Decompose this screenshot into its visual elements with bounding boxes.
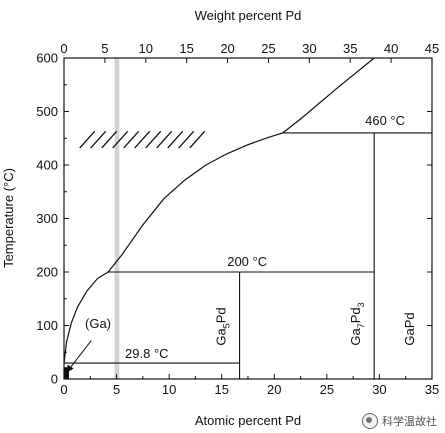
x-axis-label: Atomic percent Pd bbox=[195, 413, 301, 428]
watermark: 科学温故社 bbox=[362, 413, 437, 429]
x-tick-label: 10 bbox=[162, 382, 176, 397]
x-tick-label: 30 bbox=[372, 382, 386, 397]
y-tick-label: 200 bbox=[36, 265, 58, 280]
y-axis-label: Temperature (°C) bbox=[1, 168, 16, 268]
y-tick-label: 0 bbox=[51, 372, 58, 387]
hatch-stroke bbox=[90, 130, 107, 149]
x2-tick-label: 40 bbox=[384, 41, 398, 56]
x2-tick-label: 25 bbox=[261, 41, 275, 56]
chart-labels: 460 °C 200 °C 29.8 °C Ga5Pd Ga7Pd3 GaPd (Ga) bbox=[85, 113, 417, 361]
x2-tick-label: 45 bbox=[425, 41, 439, 56]
hatched-region bbox=[79, 130, 206, 149]
annotation-arrow bbox=[69, 340, 92, 369]
hatch-stroke bbox=[189, 130, 206, 149]
x2-tick-label: 35 bbox=[343, 41, 357, 56]
axis-ticks: 0 5 10 15 20 25 30 35 0 5 10 15 20 25 30 35 40 45 0 100 200 3… bbox=[36, 41, 439, 397]
phase-lines bbox=[63, 57, 432, 379]
x-tick-label: 0 bbox=[60, 382, 67, 397]
hatch-stroke bbox=[79, 130, 96, 149]
phase-label: Ga5Pd bbox=[214, 307, 232, 345]
annotation-label: (Ga) bbox=[85, 316, 111, 331]
isotherm-label: 29.8 °C bbox=[125, 346, 169, 361]
highlight-band-rect bbox=[114, 58, 120, 379]
hatch-stroke bbox=[123, 130, 140, 149]
hatch-stroke bbox=[145, 130, 162, 149]
y-tick-label: 600 bbox=[36, 51, 58, 66]
ga-phase-region bbox=[64, 367, 69, 379]
hatch-stroke bbox=[112, 130, 129, 149]
isotherm-label: 200 °C bbox=[227, 254, 267, 269]
hatch-stroke bbox=[134, 130, 151, 149]
x2-tick-label: 30 bbox=[302, 41, 316, 56]
hatch-stroke bbox=[101, 130, 118, 149]
phase-label: GaPd bbox=[402, 312, 417, 345]
y-tick-label: 500 bbox=[36, 104, 58, 119]
isotherm-label: 460 °C bbox=[365, 113, 405, 128]
y-tick-label: 400 bbox=[36, 158, 58, 173]
x2-tick-label: 0 bbox=[60, 41, 67, 56]
wechat-icon bbox=[362, 413, 378, 429]
x-tick-label: 25 bbox=[320, 382, 334, 397]
y-tick-label: 300 bbox=[36, 211, 58, 226]
highlight-band bbox=[114, 58, 120, 379]
x-tick-label: 35 bbox=[425, 382, 439, 397]
y-tick-label: 100 bbox=[36, 318, 58, 333]
x2-tick-label: 10 bbox=[139, 41, 153, 56]
x-tick-label: 5 bbox=[113, 382, 120, 397]
hatch-stroke bbox=[167, 130, 184, 149]
x-tick-label: 20 bbox=[267, 382, 281, 397]
x2-tick-label: 20 bbox=[220, 41, 234, 56]
x2-tick-label: 15 bbox=[179, 41, 193, 56]
hatch-stroke bbox=[156, 130, 173, 149]
x2-tick-label: 5 bbox=[101, 41, 108, 56]
phase-label: Ga7Pd3 bbox=[348, 302, 366, 345]
x-tick-label: 15 bbox=[214, 382, 228, 397]
watermark-text: 科学温故社 bbox=[382, 415, 437, 428]
top-axis-label: Weight percent Pd bbox=[195, 8, 302, 23]
hatch-stroke bbox=[178, 130, 195, 149]
